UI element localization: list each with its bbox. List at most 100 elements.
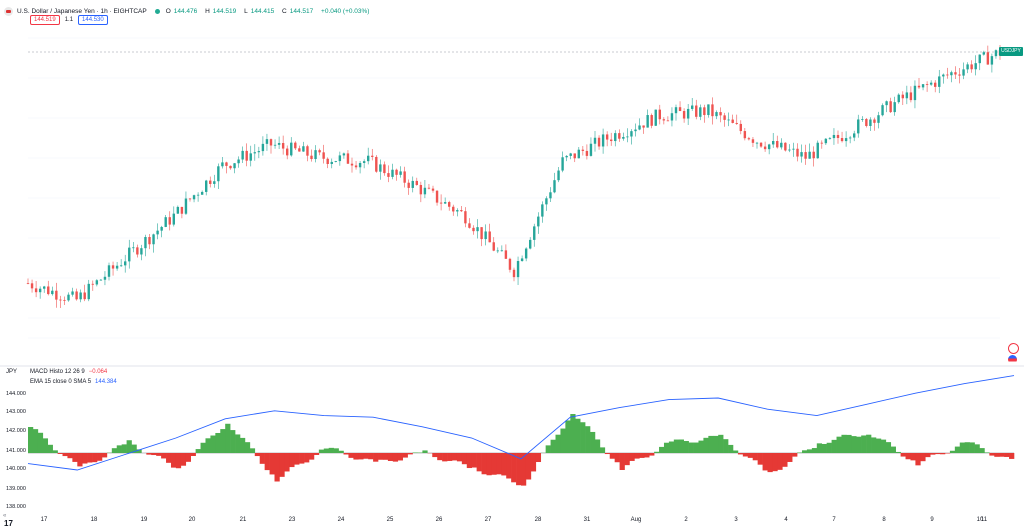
candle-body [326,158,329,164]
histogram-bar [708,435,714,453]
candle-body [865,119,868,126]
candle-body [87,283,90,300]
histogram-bar [989,453,995,456]
candle-body [71,291,74,295]
histogram-bar [580,422,586,453]
candle-body [881,105,884,116]
candle-body [290,142,293,156]
histogram-bar [654,451,660,453]
candle-body [658,109,661,120]
ema-legend[interactable]: EMA 15 close 0 SMA 5 144.384 [30,379,117,385]
candle-body [38,288,42,293]
histogram-bar [757,453,763,465]
histogram-bar [511,453,517,483]
country-flag-icon[interactable] [1008,355,1017,364]
candle-body [581,149,585,151]
candle-body [840,138,844,142]
ema-label: EMA 15 close 0 SMA 5 [30,379,92,385]
candle-body [763,146,767,150]
candle-body [682,111,686,119]
histogram-bar [915,453,921,466]
candle-body [468,223,471,228]
ema-value: 144.384 [95,379,117,385]
histogram-bar [747,453,754,458]
scroll-back-icon[interactable]: « [3,513,7,519]
histogram-bar [402,453,408,458]
time-label: 28 [534,517,542,523]
time-label: 25 [386,517,394,523]
candle-body [537,216,540,227]
sell-button[interactable]: 144.519 [30,15,60,25]
candle-body [520,258,524,262]
candle-body [452,206,455,212]
buy-button[interactable]: 144.530 [78,15,108,25]
macd-legend[interactable]: MACD Histo 12 26 9 −0.064 [30,369,107,375]
candle-body [836,134,840,139]
histogram-bar [890,446,896,453]
histogram-bar [910,453,916,461]
candle-body [47,286,50,295]
candle-body [448,202,451,207]
histogram-bar [668,441,675,453]
alert-clock-icon[interactable] [1008,343,1019,354]
histogram-bar [299,453,305,464]
symbol-title[interactable]: U.S. Dollar / Japanese Yen · 1h · EIGHTC… [17,7,147,15]
histogram-bar [481,453,487,475]
candle-body [358,162,362,168]
candle-body [909,92,913,101]
candle-body [99,279,103,281]
histogram-bar [550,439,556,453]
histogram-bar [802,450,808,453]
candle-body [399,171,402,175]
candle-body [747,138,751,140]
candle-body [241,150,244,160]
histogram-bar [535,453,542,463]
histogram-bar [999,453,1005,457]
candle-body [225,162,228,166]
candle-body [780,142,783,148]
candles [26,44,1002,309]
histogram-bar [318,449,325,453]
candle-body [281,143,285,149]
histogram-bar [279,453,285,477]
histogram-bar [639,453,645,458]
candle-body [314,150,317,160]
candle-body [95,280,99,285]
candle-body [83,292,86,300]
histogram-bar [343,453,349,455]
candle-body [302,146,305,152]
candle-body [115,265,119,269]
candle-body [557,170,560,181]
histogram-bar [806,449,813,453]
candle-body [119,265,123,267]
histogram-bar [407,453,413,455]
histogram-bar [451,453,458,461]
time-label: 10 [976,517,984,523]
candle-body [391,169,394,177]
histogram-bar [28,427,34,453]
candle-body [593,137,597,144]
histogram-bar [644,453,650,458]
candle-body [164,217,167,227]
histogram-bar [920,453,926,462]
histogram-bar [1004,453,1010,457]
candle-body [443,202,447,204]
candle-body [403,171,406,183]
candle-body [808,151,811,159]
histogram-bar [575,418,581,453]
histogram-bar [594,439,601,453]
candle-body [905,92,909,99]
time-label: 2 [684,517,688,523]
candle-body [913,85,917,101]
histogram-bar [62,453,68,457]
histogram-bar [358,453,364,460]
histogram-bar [772,453,778,472]
candle-body [832,134,836,139]
candle-body [257,151,261,153]
candle-body [124,261,127,266]
histogram-bar [713,435,719,453]
candle-body [990,56,994,65]
histogram-bar [925,453,931,458]
candle-body [529,239,532,249]
